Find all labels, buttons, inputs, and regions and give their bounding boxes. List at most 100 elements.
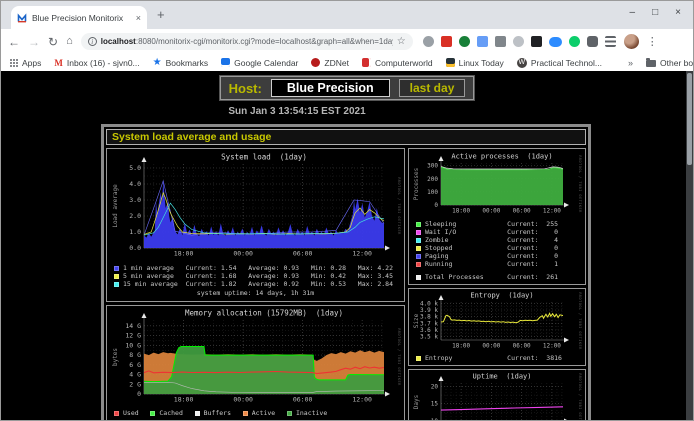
back-icon[interactable]: ← bbox=[8, 34, 20, 49]
zdnet-icon bbox=[311, 58, 321, 67]
svg-text:6 G: 6 G bbox=[129, 361, 141, 369]
svg-text:Size: Size bbox=[413, 313, 420, 328]
svg-text:0: 0 bbox=[137, 390, 141, 398]
dark-square-icon[interactable] bbox=[530, 36, 542, 47]
svg-text:06:00: 06:00 bbox=[292, 250, 312, 258]
svg-text:3.0: 3.0 bbox=[129, 196, 141, 204]
address-bar[interactable]: i localhost:8080/monitorix-cgi/monitorix… bbox=[80, 33, 413, 50]
svg-text:00:00: 00:00 bbox=[233, 250, 253, 258]
svg-text:System load (1day): System load (1day) bbox=[221, 153, 307, 162]
gray-square-icon[interactable] bbox=[494, 36, 506, 47]
other-bookmarks-label: Other bookmarks bbox=[660, 57, 694, 68]
svg-text:10 G: 10 G bbox=[125, 341, 141, 349]
memory-allocation-chart[interactable]: 18:00 00:00 06:00 12:00 0 2 G4 G 6 G 8 G 10 G12 … bbox=[110, 308, 402, 408]
bookmark-practical-technology[interactable]: W Practical Technol... bbox=[516, 57, 602, 68]
svg-text:RRDTOOL / TOBI OETIKER: RRDTOOL / TOBI OETIKER bbox=[397, 177, 401, 235]
blue-oval-icon[interactable] bbox=[548, 36, 562, 47]
svg-text:Memory allocation (15792MB) (: Memory allocation (15792MB) (1day) bbox=[184, 309, 342, 318]
svg-text:2.0: 2.0 bbox=[129, 212, 141, 220]
green-circle-icon[interactable] bbox=[568, 36, 580, 47]
browser-tab[interactable]: Blue Precision Monitorix × bbox=[11, 6, 147, 29]
bookmark-linux-today[interactable]: Linux Today bbox=[445, 58, 504, 68]
svg-text:14 G: 14 G bbox=[125, 322, 141, 330]
bookmark-computerworld[interactable]: Computerworld bbox=[361, 57, 433, 68]
folder-icon bbox=[646, 58, 657, 67]
reload-icon[interactable]: ↻ bbox=[48, 34, 59, 49]
window-close-button[interactable]: × bbox=[675, 7, 681, 18]
tab-list-icon[interactable] bbox=[604, 36, 616, 47]
svg-text:200: 200 bbox=[427, 176, 438, 183]
search-icon[interactable] bbox=[422, 36, 434, 47]
svg-text:3.5 k: 3.5 k bbox=[420, 334, 438, 341]
system-load-legend: 1 min average Current: 1.54 Average: 0.93 M… bbox=[109, 264, 402, 288]
svg-text:bytes: bytes bbox=[112, 348, 119, 366]
star-icon: ★ bbox=[152, 57, 162, 68]
bookmarks-bar: Apps M Inbox (16) - sjvn0... ★ Bookmarks… bbox=[1, 54, 693, 71]
home-icon[interactable]: ⌂ bbox=[66, 35, 73, 47]
system-uptime-note: system uptime: 14 days, 1h 31m bbox=[196, 289, 315, 297]
window-minimize-button[interactable]: – bbox=[629, 7, 636, 18]
svg-text:00:00: 00:00 bbox=[482, 208, 500, 215]
bookmark-zdnet[interactable]: ZDNet bbox=[311, 58, 349, 68]
sphere-icon[interactable] bbox=[458, 36, 470, 47]
svg-text:Active processes (1day): Active processes (1day) bbox=[451, 153, 552, 161]
entropy-chart[interactable]: 18:00 00:00 06:00 12:00 3.5 k3.6 k3.7 k3.8 k… bbox=[411, 291, 583, 353]
system-load-section: System load average and usage 18:00 00:00… bbox=[101, 124, 591, 421]
page-scrollbar[interactable] bbox=[686, 71, 693, 420]
gmail-icon: M bbox=[54, 57, 63, 68]
browser-menu-icon[interactable]: ⋮ bbox=[646, 36, 658, 48]
entropy-panel: 18:00 00:00 06:00 12:00 3.5 k 3.6 k 3.7 k 3.8 k… bbox=[408, 288, 586, 366]
forward-icon[interactable]: → bbox=[28, 34, 40, 49]
bookmarks-overflow-icon[interactable]: » bbox=[628, 57, 634, 68]
svg-text:4.0: 4.0 bbox=[129, 180, 141, 188]
svg-text:06:00: 06:00 bbox=[513, 343, 531, 350]
active-processes-panel: 18:00 00:00 06:00 12:00 0 100 200 300 Active pro… bbox=[408, 148, 586, 285]
svg-text:Days: Days bbox=[413, 394, 420, 409]
bookmark-label: Computerworld bbox=[374, 57, 433, 68]
active-processes-chart[interactable]: 18:00 00:00 06:00 12:00 0 100 200 300 Active pro… bbox=[411, 151, 583, 219]
pages-icon[interactable] bbox=[476, 36, 488, 47]
system-load-chart[interactable]: 18:00 00:00 06:00 12:00 0.0 1.0 2.0 3.0 4.0 5.0 Sy… bbox=[110, 151, 402, 263]
speaker-icon[interactable] bbox=[512, 36, 524, 47]
bookmark-google-calendar[interactable]: Google Calendar bbox=[221, 58, 298, 68]
svg-text:12:00: 12:00 bbox=[543, 208, 561, 215]
bookmark-label: Inbox (16) - sjvn0... bbox=[66, 57, 140, 68]
scrollbar-thumb[interactable] bbox=[687, 73, 692, 165]
profile-avatar[interactable] bbox=[623, 34, 639, 49]
svg-text:4 G: 4 G bbox=[129, 371, 141, 379]
other-bookmarks[interactable]: Other bookmarks bbox=[646, 57, 694, 68]
svg-text:RRDTOOL / TOBI OETIKER: RRDTOOL / TOBI OETIKER bbox=[578, 373, 582, 421]
monitorix-favicon bbox=[17, 12, 27, 23]
bookmark-label: Apps bbox=[22, 57, 42, 68]
svg-text:18:00: 18:00 bbox=[173, 250, 193, 258]
new-tab-button[interactable]: + bbox=[157, 7, 165, 22]
tab-close-icon[interactable]: × bbox=[135, 12, 141, 23]
mail-icon[interactable] bbox=[440, 36, 452, 47]
puzzle-icon[interactable] bbox=[586, 36, 598, 47]
svg-text:12:00: 12:00 bbox=[352, 250, 372, 258]
bookmark-bookmarks[interactable]: ★ Bookmarks bbox=[153, 57, 208, 68]
url-rest: :8080/monitorix-cgi/monitorix.cgi?mode=l… bbox=[135, 37, 393, 46]
bookmark-apps[interactable]: Apps bbox=[10, 58, 41, 68]
site-info-icon[interactable]: i bbox=[87, 37, 97, 46]
computerworld-icon bbox=[361, 58, 371, 67]
bookmark-inbox[interactable]: M Inbox (16) - sjvn0... bbox=[54, 58, 139, 68]
window-maximize-button[interactable]: □ bbox=[652, 7, 659, 18]
svg-text:8 G: 8 G bbox=[129, 351, 141, 359]
section-title: System load average and usage bbox=[106, 129, 586, 145]
bookmark-label: Bookmarks bbox=[165, 57, 209, 68]
host-label: Host: bbox=[228, 80, 262, 96]
bookmark-star-icon[interactable]: ☆ bbox=[396, 36, 406, 47]
svg-text:100: 100 bbox=[427, 189, 438, 196]
bookmark-label: Practical Technol... bbox=[530, 57, 602, 68]
svg-text:0: 0 bbox=[434, 202, 438, 209]
svg-text:4.0 k: 4.0 k bbox=[420, 300, 438, 307]
apps-grid-icon bbox=[10, 58, 18, 67]
browser-toolbar: ← → ↻ ⌂ i localhost:8080/monitorix-cgi/m… bbox=[1, 29, 693, 54]
svg-text:Load average: Load average bbox=[112, 184, 119, 228]
period-selector[interactable]: last day bbox=[398, 79, 466, 97]
